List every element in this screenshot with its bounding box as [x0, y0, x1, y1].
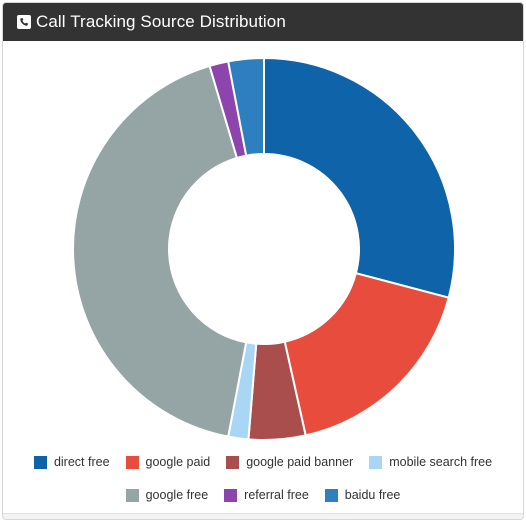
phone-icon — [17, 15, 31, 29]
donut-chart — [72, 56, 456, 441]
legend-row: google free referral free baidu free — [3, 484, 523, 506]
slice-direct-free[interactable] — [263, 56, 456, 299]
slice-google-paid[interactable] — [283, 271, 450, 437]
legend-item-google-paid[interactable]: google paid — [125, 455, 211, 469]
legend-item-baidu-free[interactable]: baidu free — [324, 488, 401, 502]
legend-swatch — [125, 455, 139, 469]
widget-header: Call Tracking Source Distribution — [3, 3, 523, 41]
legend-swatch — [226, 455, 240, 469]
legend-row: direct free google paid google paid banner… — [3, 451, 523, 473]
legend-item-mobile-search-free[interactable]: mobile search free — [369, 455, 492, 469]
legend-swatch — [33, 455, 47, 469]
slice-baidu-free[interactable] — [227, 56, 265, 157]
legend-label: direct free — [53, 455, 110, 469]
legend-label: google paid banner — [246, 455, 354, 469]
legend-item-direct-free[interactable]: direct free — [33, 455, 110, 469]
widget-title: Call Tracking Source Distribution — [36, 12, 286, 31]
legend-label: google free — [145, 488, 209, 502]
chart-area: direct free google paid google paid banner… — [3, 41, 523, 519]
legend-item-google-paid-banner[interactable]: google paid banner — [226, 455, 353, 469]
legend-swatch — [324, 488, 338, 502]
legend-swatch — [125, 488, 139, 502]
slice-google-free[interactable] — [72, 64, 248, 438]
legend-label: referral free — [244, 488, 309, 502]
legend-swatch — [369, 455, 383, 469]
legend-item-referral-free[interactable]: referral free — [224, 488, 309, 502]
legend-item-google-free[interactable]: google free — [125, 488, 209, 502]
legend-swatch — [224, 488, 238, 502]
legend-label: mobile search free — [389, 455, 493, 469]
legend-label: google paid — [145, 455, 211, 469]
legend-label: baidu free — [344, 488, 401, 502]
widget-footer — [3, 513, 523, 519]
chart-legend: direct free google paid google paid banner… — [3, 451, 523, 517]
